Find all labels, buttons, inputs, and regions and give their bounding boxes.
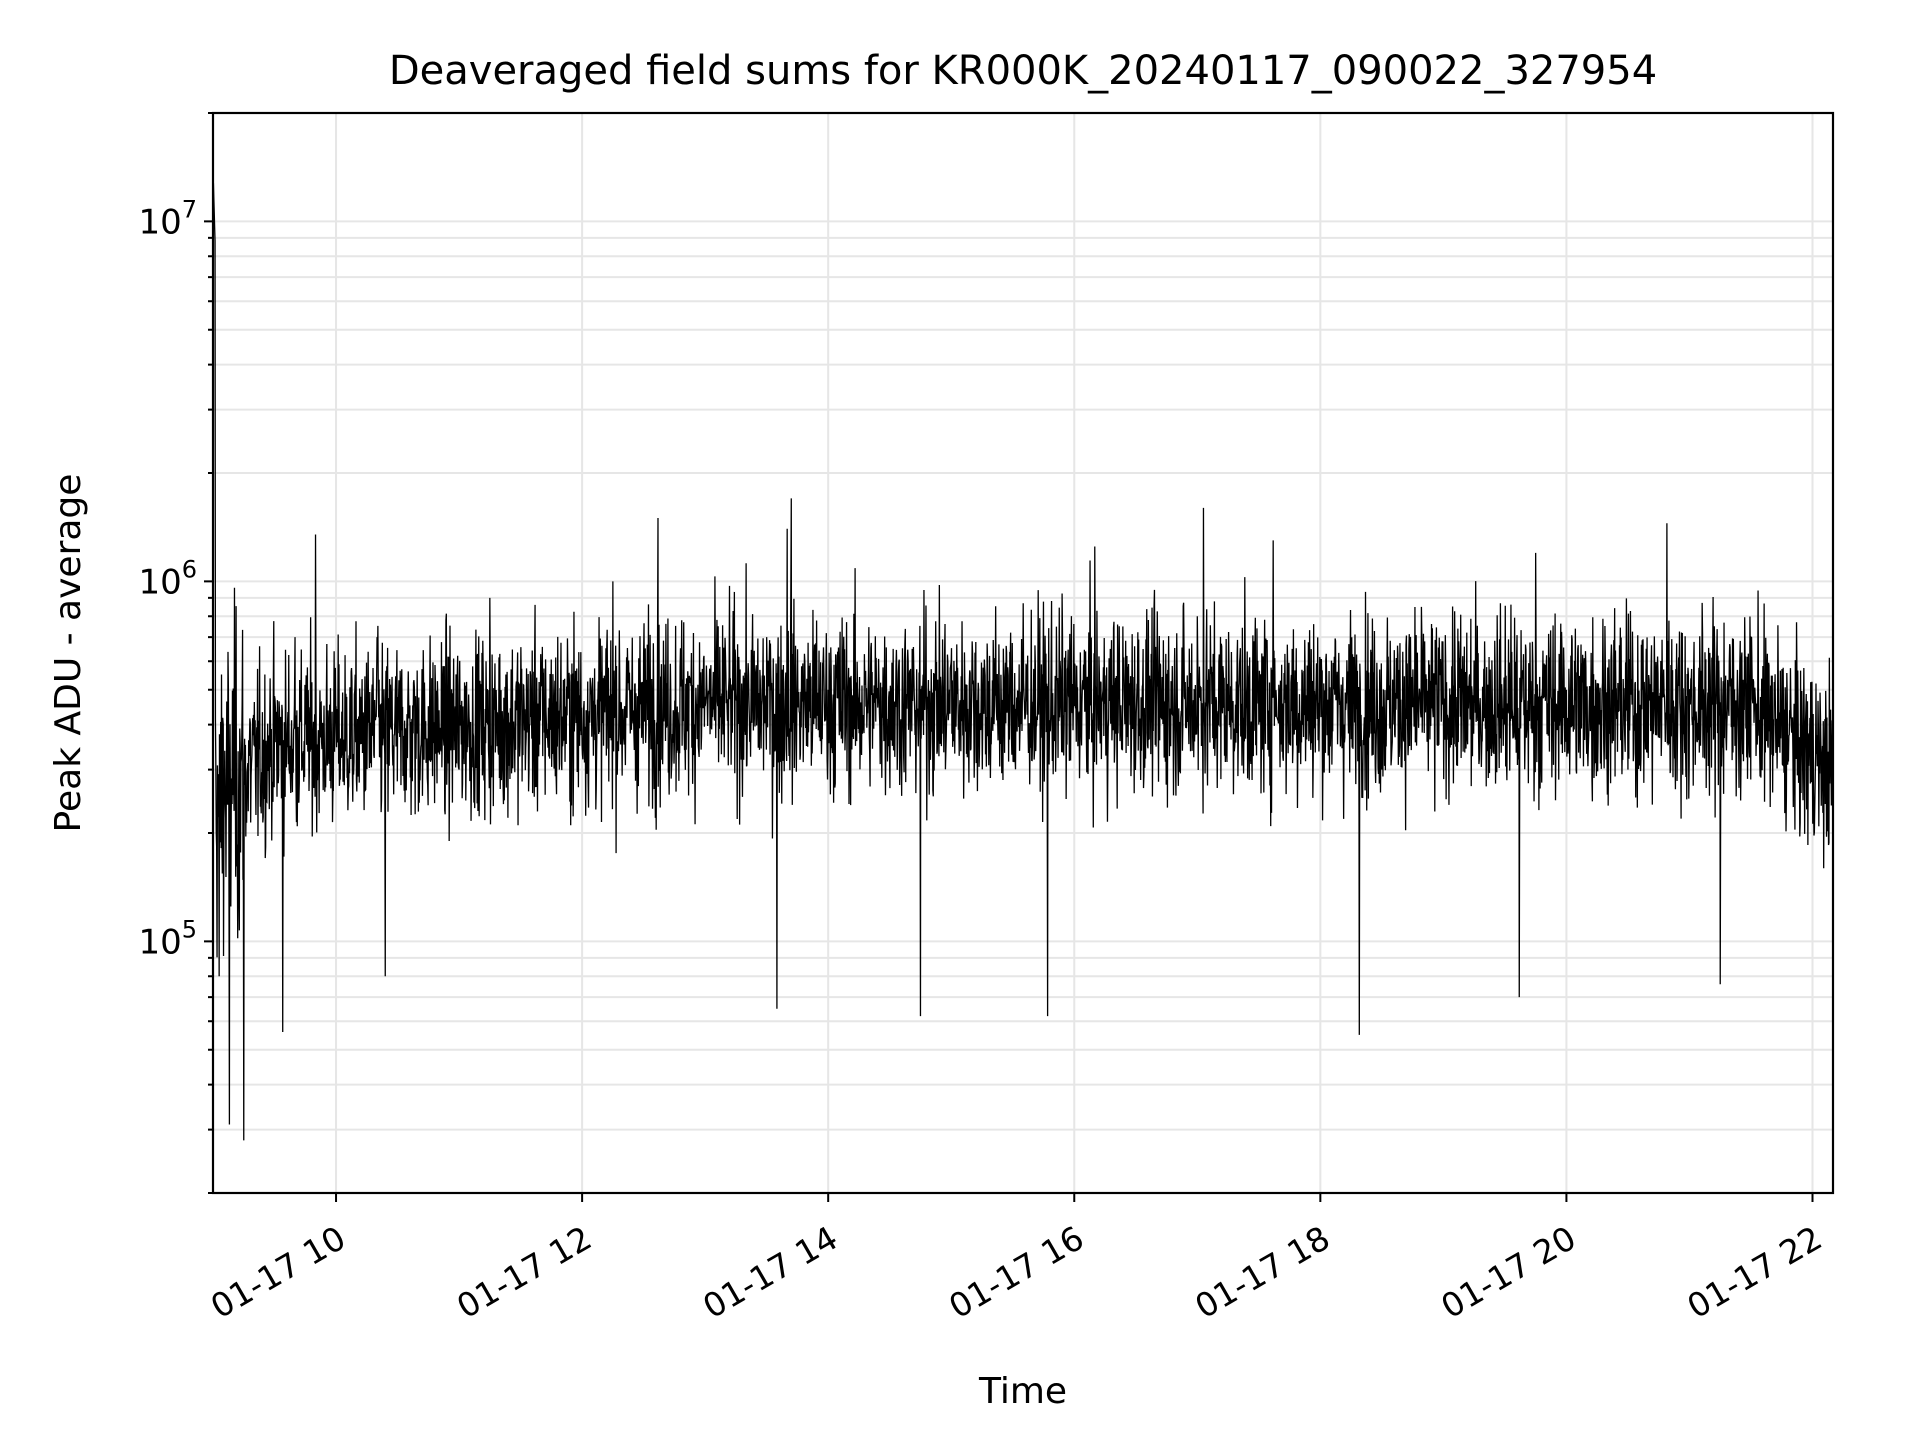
y-tick-label: 107 [138,195,197,242]
data-series [212,183,1834,1141]
y-axis-ticks: 105 106 107 [138,112,213,1194]
plot-frame [211,111,1835,1195]
chart-title: Deaveraged field sums for KR000K_2024011… [389,48,1657,94]
y-tick-label: 106 [138,555,197,602]
y-axis-label: Peak ADU - average [48,474,89,833]
series-line [212,183,1834,1141]
y-tick-label: 105 [138,915,197,962]
x-axis-label: Time [978,1371,1067,1412]
